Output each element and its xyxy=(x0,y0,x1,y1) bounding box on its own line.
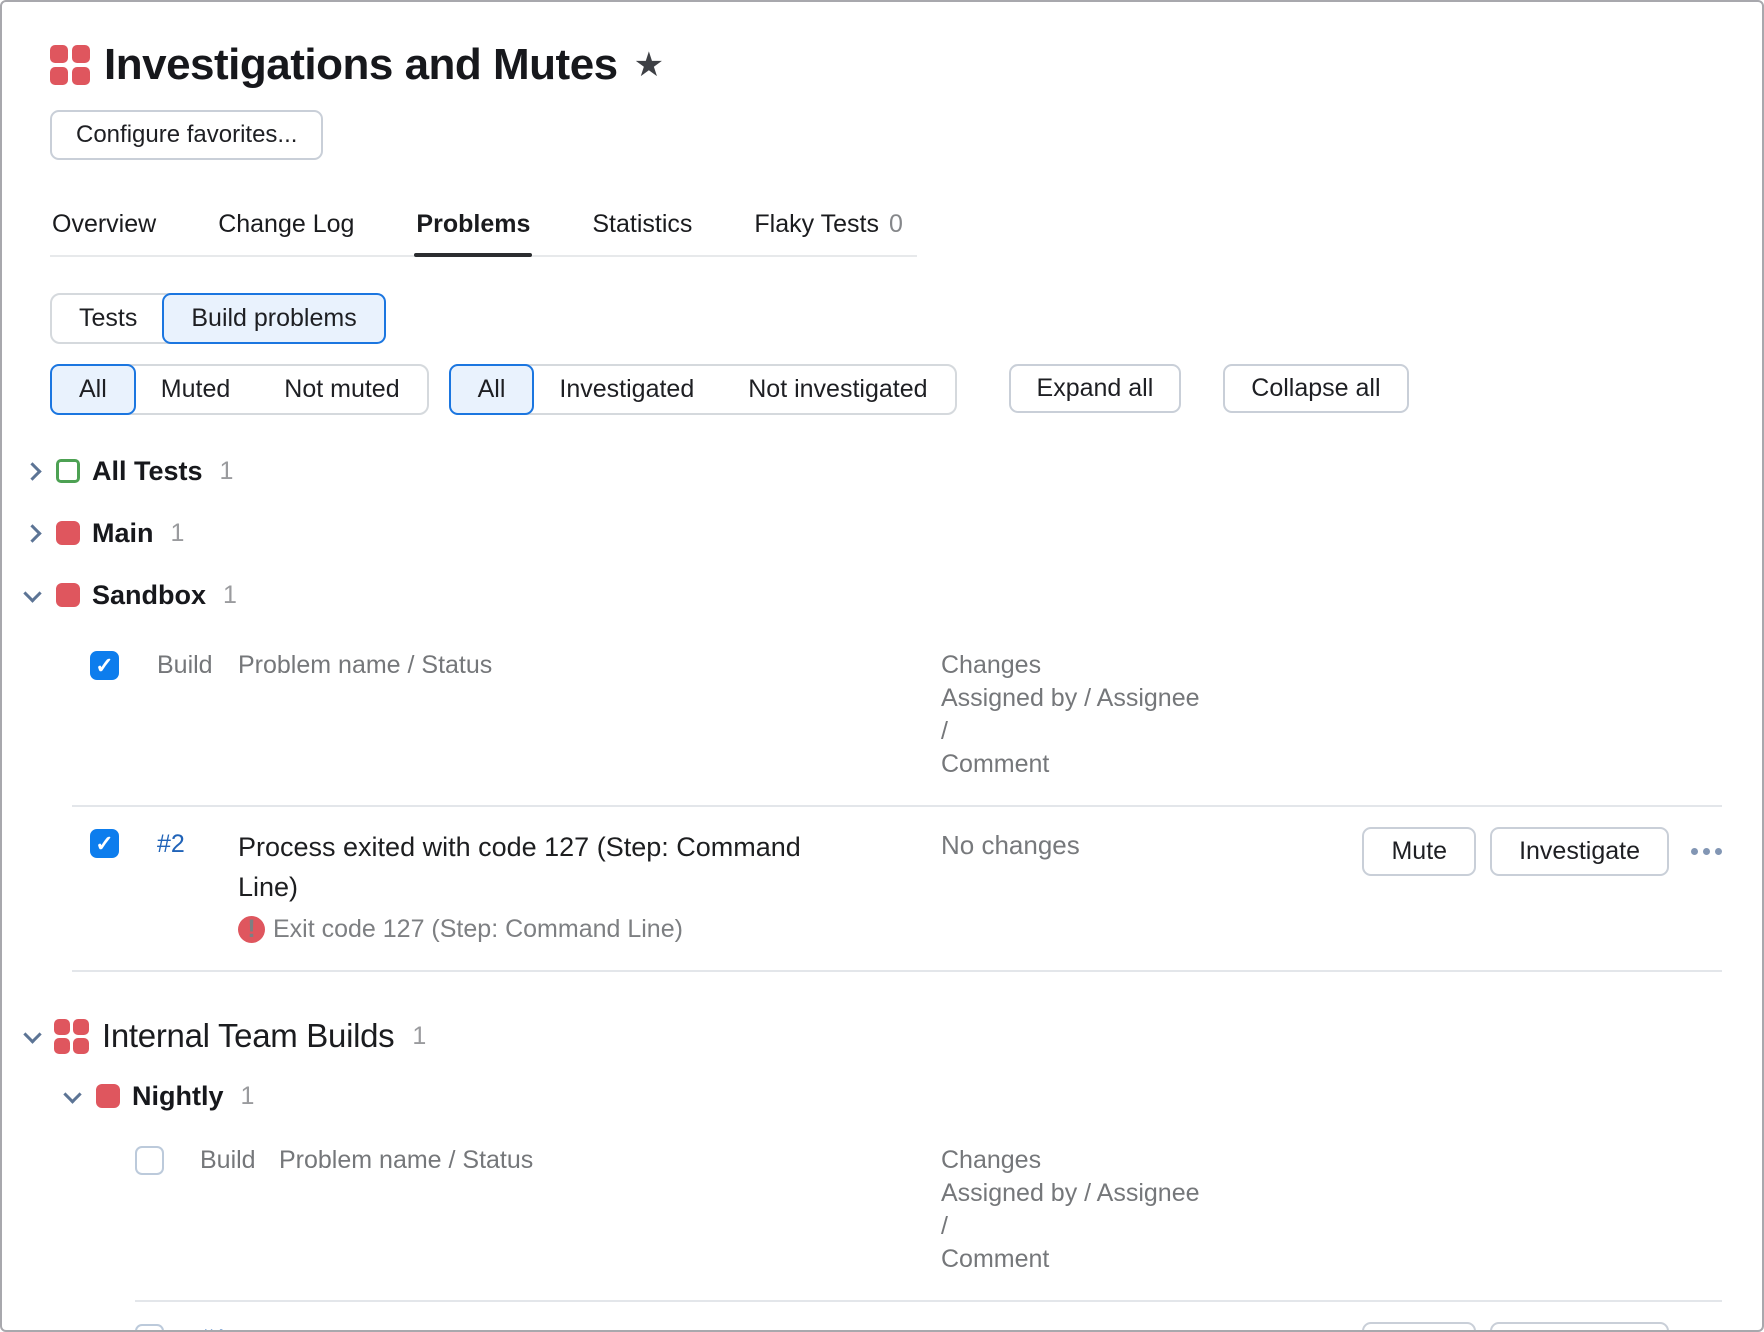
flaky-tests-count: 0 xyxy=(888,210,903,238)
tree-item-sandbox: Sandbox 1 xyxy=(20,577,1762,613)
failed-status-icon xyxy=(56,583,80,607)
problem-row: #2 Process exited with code 127 (Step: C… xyxy=(72,807,1722,972)
chevron-right-icon[interactable] xyxy=(23,523,42,543)
failed-status-icon xyxy=(96,1084,120,1108)
favorite-star-icon[interactable]: ★ xyxy=(633,46,665,84)
toggle-build-problems[interactable]: Build problems xyxy=(162,293,386,344)
page-header: Investigations and Mutes ★ xyxy=(50,40,1762,90)
project-title[interactable]: Internal Team Builds xyxy=(102,1017,395,1054)
build-number-link[interactable]: #1 xyxy=(200,1322,279,1330)
mute-button[interactable]: Mute xyxy=(1362,1322,1477,1330)
chevron-down-icon[interactable] xyxy=(23,1024,42,1044)
table-header: Build Problem name / Status Changes Assi… xyxy=(135,1144,1722,1302)
problem-column-header: Problem name / Status xyxy=(279,1146,534,1174)
changes-column-header: Changes Assigned by / Assignee / Comment xyxy=(941,1146,1200,1273)
problem-name[interactable]: Process exited with code 127 (Step: Comm… xyxy=(238,832,801,902)
investigate-button[interactable]: Investigate xyxy=(1490,1322,1669,1330)
tab-flaky-tests[interactable]: Flaky Tests 0 xyxy=(754,210,903,238)
tab-change-log[interactable]: Change Log xyxy=(218,210,355,238)
collapse-all-button[interactable]: Collapse all xyxy=(1223,364,1409,413)
build-number-link[interactable]: #2 xyxy=(157,830,185,858)
project-internal-team-builds: Internal Team Builds 1 xyxy=(20,1012,1762,1060)
failed-status-icon xyxy=(56,521,80,545)
problem-column-header: Problem name / Status xyxy=(238,651,493,679)
problem-type-toggle: Tests Build problems xyxy=(50,293,386,344)
build-column-header: Build xyxy=(200,1146,256,1174)
project-grid-icon xyxy=(54,1018,89,1054)
filter-not-muted[interactable]: Not muted xyxy=(284,375,400,403)
sandbox-problems-table: Build Problem name / Status Changes Assi… xyxy=(72,649,1722,972)
filter-not-investigated[interactable]: Not investigated xyxy=(748,375,928,403)
problem-name[interactable]: Process exited with code 127 (Step: Comm… xyxy=(279,1322,889,1330)
page-title: Investigations and Mutes xyxy=(104,40,618,89)
tree-item-label[interactable]: Nightly xyxy=(132,1080,224,1111)
changes-cell: No changes xyxy=(941,830,1080,860)
build-column-header: Build xyxy=(157,651,213,679)
row-checkbox[interactable] xyxy=(135,1324,164,1330)
project-count: 1 xyxy=(412,1021,427,1050)
table-header: Build Problem name / Status Changes Assi… xyxy=(72,649,1722,807)
nightly-problems-table: Build Problem name / Status Changes Assi… xyxy=(135,1144,1722,1330)
filter-muted[interactable]: Muted xyxy=(160,375,231,403)
tree-item-count: 1 xyxy=(240,1081,255,1110)
investigate-button[interactable]: Investigate xyxy=(1490,827,1669,876)
mute-button[interactable]: Mute xyxy=(1362,827,1477,876)
mute-filter-group: All Muted Not muted xyxy=(50,364,429,415)
success-status-icon xyxy=(56,459,80,483)
investigation-filter-group: All Investigated Not investigated xyxy=(448,364,957,415)
tree-item-main: Main 1 xyxy=(20,515,1762,551)
chevron-right-icon[interactable] xyxy=(23,461,42,481)
tab-problems[interactable]: Problems xyxy=(414,204,533,257)
more-options-icon[interactable] xyxy=(1691,1322,1722,1330)
project-grid-icon xyxy=(50,45,90,85)
chevron-down-icon[interactable] xyxy=(23,583,42,603)
tree-item-count: 1 xyxy=(170,518,185,547)
filter-investigation-all[interactable]: All xyxy=(448,364,535,415)
problem-status: ! Exit code 127 (Step: Command Line) xyxy=(238,915,941,944)
select-all-checkbox[interactable] xyxy=(90,651,119,680)
toggle-tests[interactable]: Tests xyxy=(79,304,138,332)
tab-statistics[interactable]: Statistics xyxy=(592,210,693,238)
error-icon: ! xyxy=(238,915,265,943)
problem-row: #1 Process exited with code 127 (Step: C… xyxy=(135,1302,1722,1330)
tree-item-label[interactable]: All Tests xyxy=(92,455,203,486)
tree-item-nightly: Nightly 1 xyxy=(60,1078,1762,1114)
select-all-checkbox[interactable] xyxy=(135,1146,164,1175)
changes-column-header: Changes Assigned by / Assignee / Comment xyxy=(941,651,1200,778)
tree-item-label[interactable]: Sandbox xyxy=(92,579,207,610)
row-checkbox[interactable] xyxy=(90,829,119,858)
expand-all-button[interactable]: Expand all xyxy=(1008,364,1182,413)
filter-investigated[interactable]: Investigated xyxy=(559,375,695,403)
filter-mute-all[interactable]: All xyxy=(50,364,136,415)
configure-favorites-button[interactable]: Configure favorites... xyxy=(50,110,324,160)
chevron-down-icon[interactable] xyxy=(63,1084,82,1104)
tab-bar: Overview Change Log Problems Statistics … xyxy=(50,204,917,257)
tree-item-count: 1 xyxy=(223,580,237,609)
tree-item-label[interactable]: Main xyxy=(92,517,154,548)
changes-cell: No changes xyxy=(941,1322,1203,1330)
tab-overview[interactable]: Overview xyxy=(52,210,157,238)
tree-item-all-tests: All Tests 1 xyxy=(20,453,1762,489)
tree-item-count: 1 xyxy=(219,456,234,485)
more-options-icon[interactable] xyxy=(1691,827,1722,875)
